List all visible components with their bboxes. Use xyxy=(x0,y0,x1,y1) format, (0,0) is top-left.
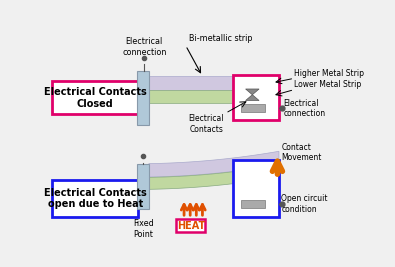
Text: Electrical Contacts
open due to Heat: Electrical Contacts open due to Heat xyxy=(44,188,147,209)
Text: Fixed
Point: Fixed Point xyxy=(133,219,154,238)
Bar xyxy=(241,104,265,112)
Bar xyxy=(241,200,265,208)
Text: Lower Metal Strip: Lower Metal Strip xyxy=(294,80,361,89)
Text: Electrical
Contacts: Electrical Contacts xyxy=(188,114,224,134)
Text: Contact
Movement: Contact Movement xyxy=(281,143,322,162)
Text: Electrical
connection: Electrical connection xyxy=(284,99,326,118)
Bar xyxy=(137,164,149,209)
Polygon shape xyxy=(246,89,259,95)
Text: Bi-metallic strip: Bi-metallic strip xyxy=(189,34,252,43)
Bar xyxy=(53,180,138,217)
Text: Open circuit
condition: Open circuit condition xyxy=(281,194,328,214)
Bar xyxy=(233,159,279,217)
Bar xyxy=(137,71,149,124)
Text: Higher Metal Strip: Higher Metal Strip xyxy=(294,69,364,78)
Text: Electrical
connection: Electrical connection xyxy=(122,37,166,57)
Bar xyxy=(177,219,205,233)
Polygon shape xyxy=(149,165,279,189)
Polygon shape xyxy=(246,95,259,100)
Bar xyxy=(53,81,138,114)
Bar xyxy=(147,76,273,90)
Polygon shape xyxy=(149,151,279,177)
Bar xyxy=(233,75,279,120)
Text: Electrical Contacts
Closed: Electrical Contacts Closed xyxy=(44,87,147,109)
Text: HEAT: HEAT xyxy=(177,221,205,231)
Bar xyxy=(147,90,273,103)
